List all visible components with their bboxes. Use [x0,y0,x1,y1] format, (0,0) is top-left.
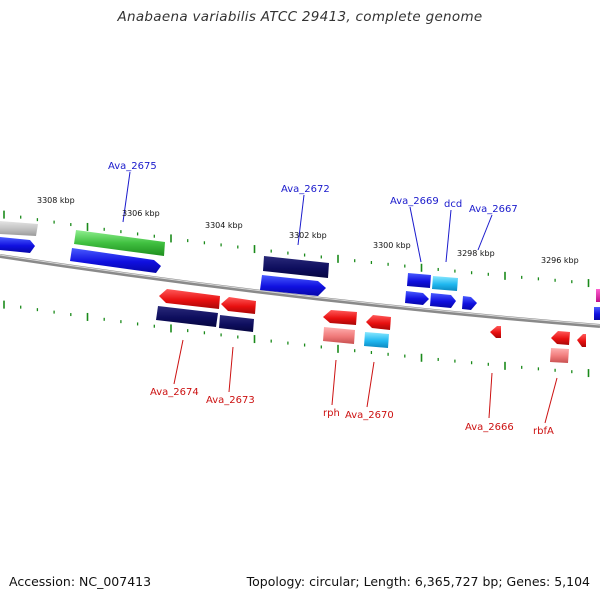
leader-line [445,209,452,263]
leader-line [173,339,184,385]
gene-label[interactable]: Ava_2672 [281,184,330,195]
gene-feature-blue [260,275,326,296]
gene-feature-red [323,310,357,325]
gene-label[interactable]: dcd [444,199,462,210]
gene-feature-cyan [432,276,458,291]
gene-feature-navy [156,306,218,327]
gene-feature-green [74,230,165,256]
accession-label: Accession: NC_007413 [9,574,152,589]
gene-feature-blue [0,237,35,253]
gene-feature-blue [407,273,431,288]
leader-line [488,372,493,419]
gene-feature-pink [323,327,355,344]
gene-feature-red [551,331,570,345]
gene-feature-navy [263,256,329,278]
gene-feature-navy [219,315,254,332]
gene-feature-magenta [596,289,600,302]
ruler-label: 3298 kbp [457,249,495,258]
gene-feature-grey [0,221,38,236]
gene-feature-blue [594,307,600,320]
gene-feature-red [366,315,391,330]
ruler-label: 3300 kbp [373,241,411,250]
leader-line [409,206,422,263]
gene-feature-red [577,334,586,347]
gene-label[interactable]: Ava_2673 [206,395,255,406]
gene-label[interactable]: Ava_2675 [108,161,157,172]
genome-backbone [0,254,600,328]
gene-feature-pink [550,348,569,363]
gene-feature-blue [462,296,477,310]
gene-label[interactable]: Ava_2667 [469,204,518,215]
leader-line [122,171,131,223]
gene-label[interactable]: rbfA [533,426,554,437]
leader-line [477,214,493,251]
leader-line [297,194,305,246]
ruler-label: 3308 kbp [37,196,75,205]
gene-feature-blue [70,248,161,273]
gene-feature-cyan [364,332,389,348]
leader-line [544,377,558,424]
gene-label[interactable]: Ava_2669 [390,196,439,207]
gene-feature-blue [405,291,429,305]
map-title: Anabaena variabilis ATCC 29413, complete… [117,9,483,25]
gene-label[interactable]: rph [323,408,340,419]
gene-feature-red [221,297,256,314]
genome-backbone-highlight [0,254,600,326]
ruler-label: 3296 kbp [541,256,579,265]
gene-label[interactable]: Ava_2666 [465,422,514,433]
feature-layer: 3308 kbp 3306 kbp 3304 kbp 3302 kbp 3300… [0,161,600,437]
genome-summary: Topology: circular; Length: 6,365,727 bp… [246,574,590,589]
leader-line [366,361,375,408]
gene-label[interactable]: Ava_2670 [345,410,394,421]
gene-feature-blue [430,293,456,308]
gene-feature-red [490,326,501,338]
leader-line [228,346,234,393]
ruler-label: 3306 kbp [122,209,160,218]
ruler-label: 3304 kbp [205,221,243,230]
leader-line [331,359,337,406]
ruler-label: 3302 kbp [289,231,327,240]
gene-feature-red [159,289,220,309]
gene-label[interactable]: Ava_2674 [150,387,199,398]
tick-layer [3,210,590,378]
